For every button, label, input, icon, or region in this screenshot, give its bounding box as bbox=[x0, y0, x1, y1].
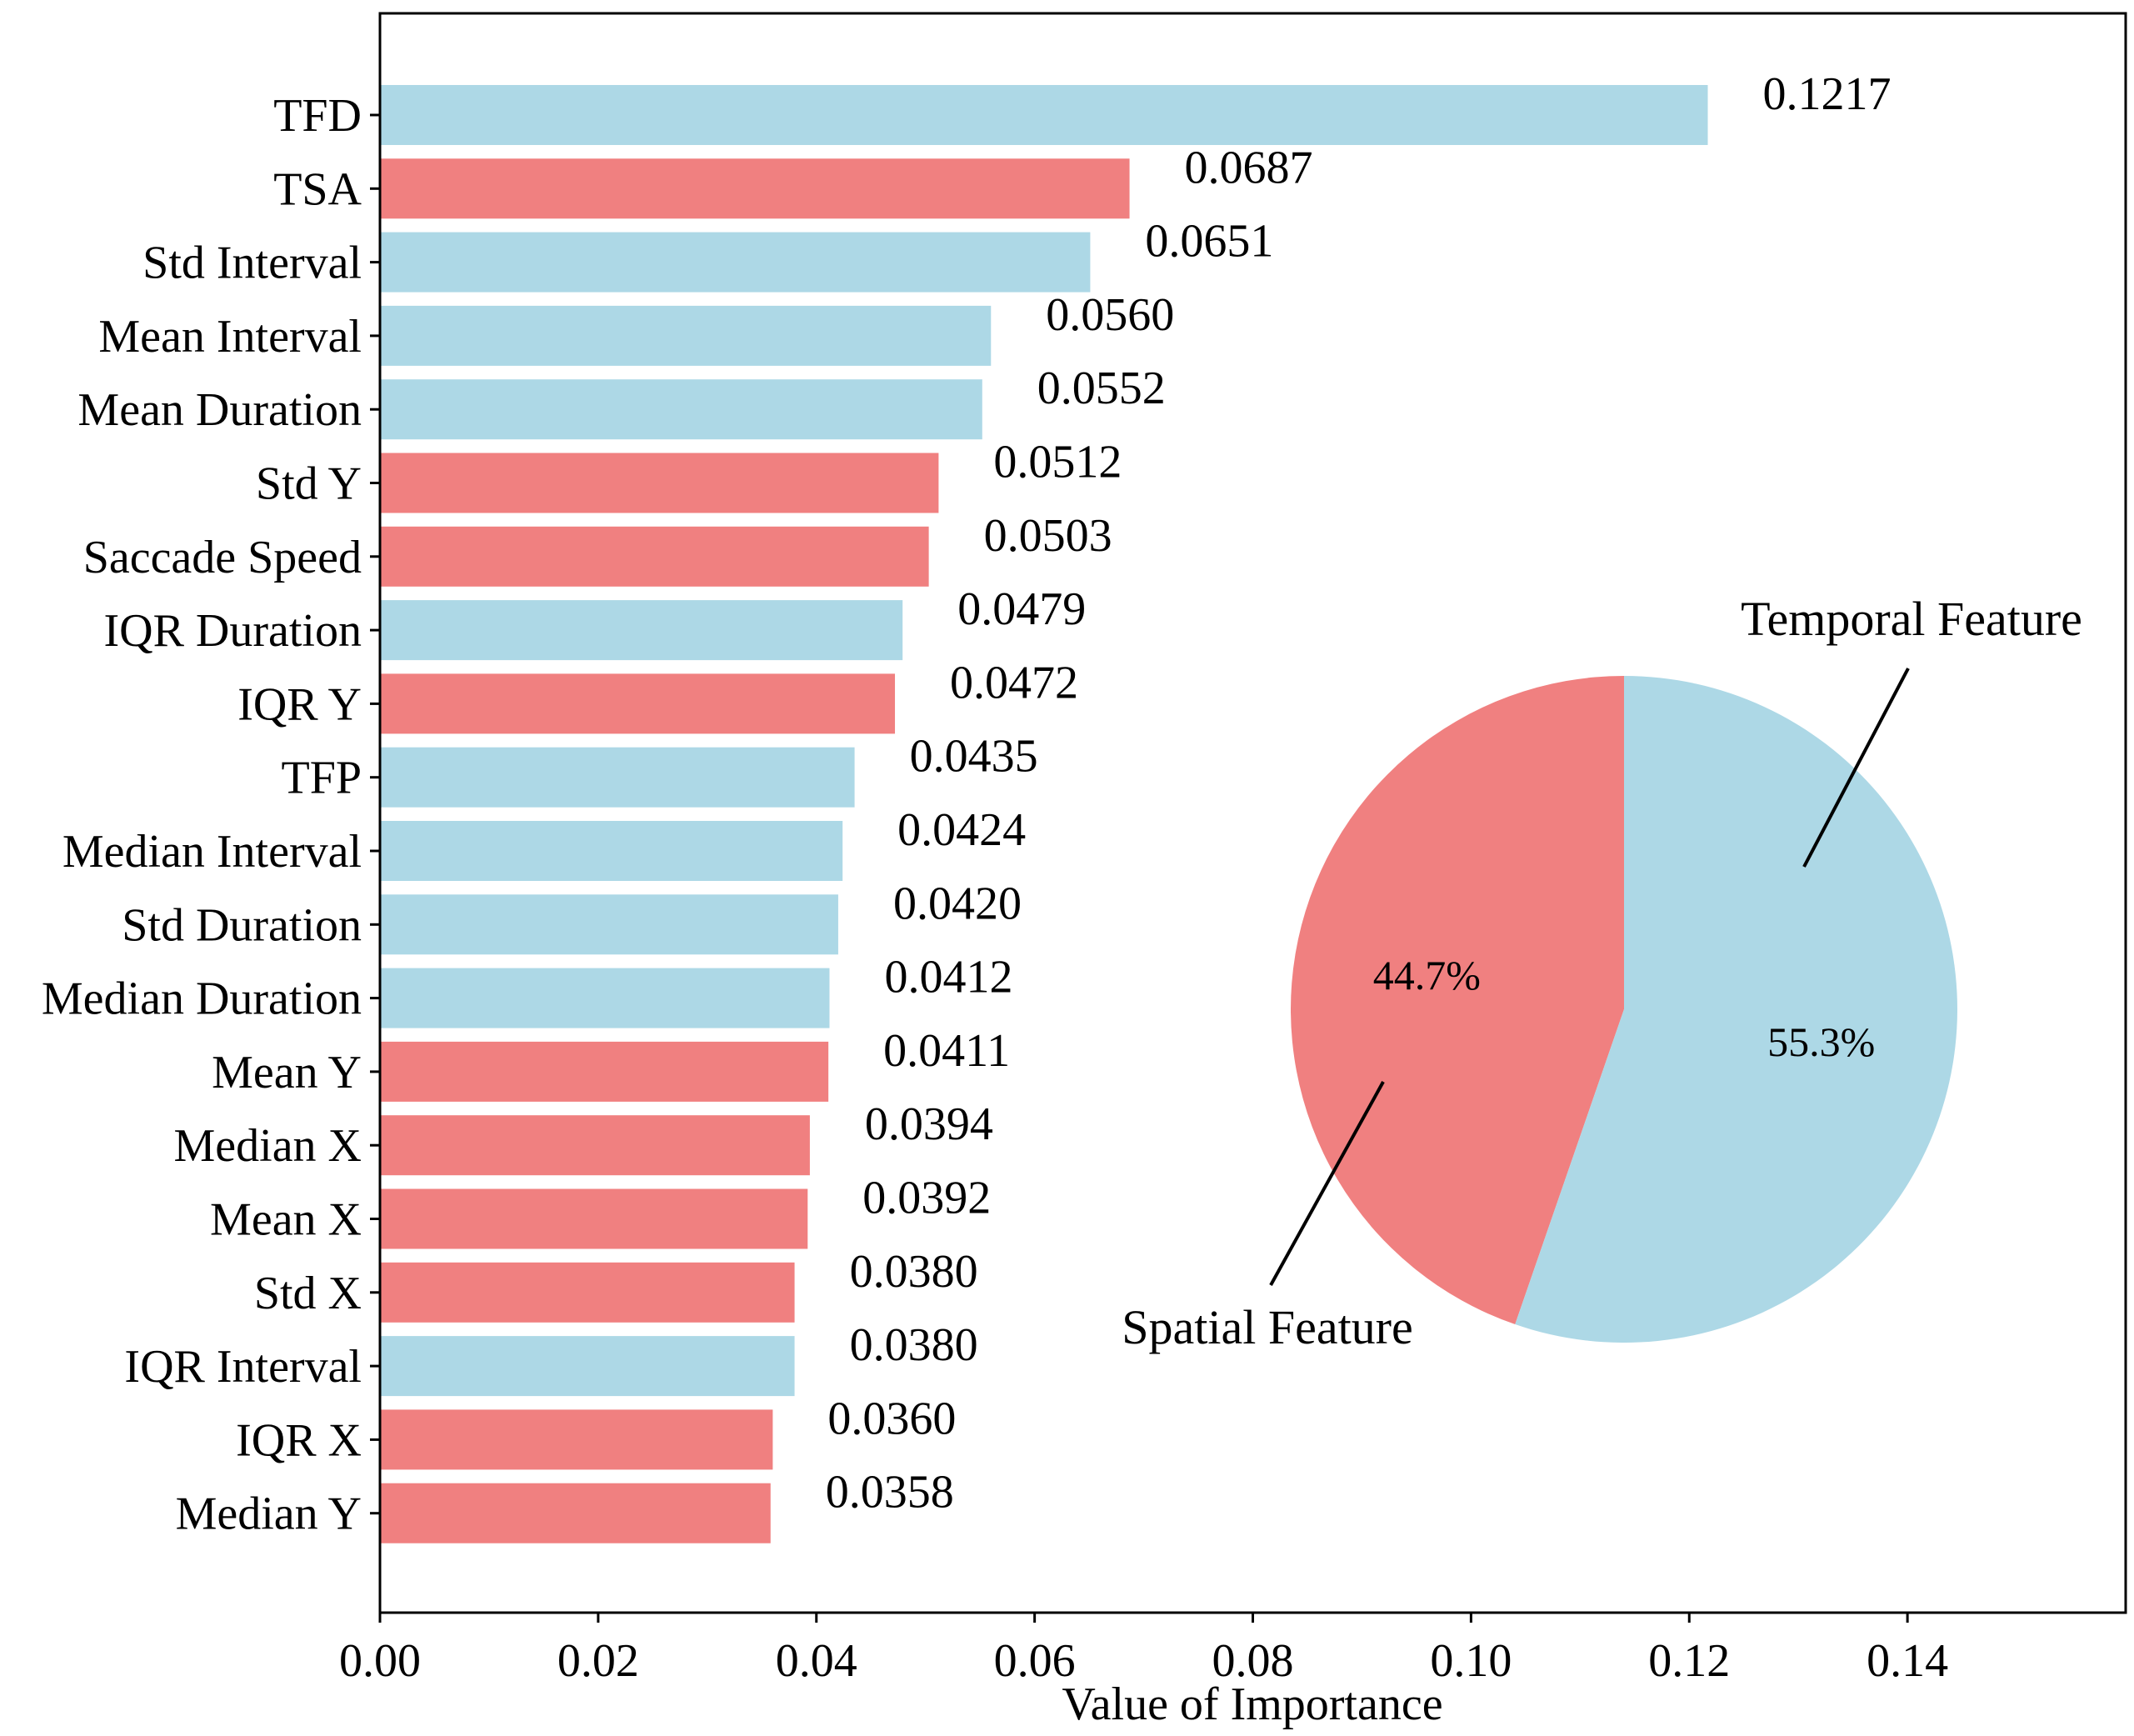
x-tick-label: 0.04 bbox=[776, 1635, 857, 1687]
y-tick-label-tfd: TFD bbox=[273, 90, 362, 142]
bar-tsa bbox=[380, 158, 1130, 219]
bar-std-x bbox=[380, 1262, 795, 1323]
value-label-median-x: 0.0394 bbox=[865, 1098, 993, 1150]
pie-callout-line-spatial-feature bbox=[1269, 1081, 1385, 1286]
bar-tfp bbox=[380, 747, 855, 808]
x-tick-label: 0.10 bbox=[1430, 1635, 1512, 1687]
bar-iqr-duration bbox=[380, 600, 903, 661]
value-label-tfp: 0.0435 bbox=[910, 731, 1038, 783]
y-tick-label-std-x: Std X bbox=[254, 1268, 362, 1319]
pie-callout-line-temporal-feature bbox=[1802, 668, 1910, 868]
value-label-mean-interval: 0.0560 bbox=[1046, 289, 1174, 341]
y-tick-label-mean-x: Mean X bbox=[210, 1194, 362, 1246]
value-label-tfd: 0.1217 bbox=[1763, 68, 1892, 120]
x-tick-label: 0.12 bbox=[1648, 1635, 1730, 1687]
pie-category-label-spatial-feature: Spatial Feature bbox=[1122, 1300, 1413, 1354]
y-axis-labels: TFD TSA Std Interval Mean Interval Mean Dura… bbox=[42, 90, 380, 1540]
bar-iqr-interval bbox=[380, 1336, 795, 1397]
value-label-std-y: 0.0512 bbox=[993, 437, 1122, 488]
value-label-median-y: 0.0358 bbox=[826, 1467, 954, 1518]
bar-std-y bbox=[380, 453, 939, 513]
y-tick-label-iqr-interval: IQR Interval bbox=[124, 1341, 362, 1393]
x-tick-label: 0.08 bbox=[1212, 1635, 1294, 1687]
x-tick-label: 0.14 bbox=[1867, 1635, 1948, 1687]
y-tick-label-tsa: TSA bbox=[273, 163, 362, 215]
inset-pie-chart: 44.7% 55.3% Spatial Feature Temporal Featur… bbox=[1122, 592, 2082, 1354]
value-label-std-x: 0.0380 bbox=[850, 1246, 978, 1298]
value-labels: 0.1217 0.0687 0.0651 0.0560 0.0552 0.0512 0.05… bbox=[826, 68, 1892, 1518]
bar-median-x bbox=[380, 1115, 810, 1176]
y-tick-label-iqr-y: IQR Y bbox=[237, 678, 362, 730]
bar-median-y bbox=[380, 1483, 771, 1543]
value-label-median-interval: 0.0424 bbox=[897, 804, 1026, 856]
y-tick-label-median-y: Median Y bbox=[176, 1488, 362, 1540]
x-tick-label: 0.02 bbox=[557, 1635, 639, 1687]
value-label-mean-x: 0.0392 bbox=[862, 1173, 991, 1224]
y-tick-label-mean-duration: Mean Duration bbox=[77, 384, 362, 436]
value-label-median-duration: 0.0412 bbox=[884, 952, 1012, 1003]
y-tick-label-tfp: TFP bbox=[282, 753, 362, 804]
value-label-iqr-y: 0.0472 bbox=[950, 657, 1078, 708]
bar-iqr-x bbox=[380, 1409, 773, 1470]
y-tick-label-iqr-x: IQR X bbox=[236, 1414, 362, 1466]
pie-category-label-temporal-feature: Temporal Feature bbox=[1741, 592, 2082, 646]
value-label-iqr-x: 0.0360 bbox=[827, 1393, 956, 1444]
bar-std-duration bbox=[380, 894, 838, 955]
value-label-tsa: 0.0687 bbox=[1185, 142, 1313, 193]
y-tick-label-saccade-speed: Saccade Speed bbox=[83, 532, 362, 583]
bars-layer bbox=[380, 85, 1708, 1543]
x-tick-label: 0.06 bbox=[994, 1635, 1076, 1687]
bar-median-duration bbox=[380, 968, 830, 1028]
value-label-iqr-duration: 0.0479 bbox=[957, 583, 1086, 635]
y-tick-label-iqr-duration: IQR Duration bbox=[103, 605, 362, 657]
value-label-mean-duration: 0.0552 bbox=[1037, 363, 1166, 414]
bar-std-interval bbox=[380, 232, 1091, 293]
y-tick-label-mean-y: Mean Y bbox=[212, 1047, 362, 1098]
y-tick-label-median-duration: Median Duration bbox=[42, 973, 362, 1025]
value-label-mean-y: 0.0411 bbox=[883, 1025, 1010, 1077]
value-label-saccade-speed: 0.0503 bbox=[984, 510, 1112, 562]
pie-slice-spatial-feature bbox=[1290, 676, 1624, 1325]
y-tick-label-median-interval: Median Interval bbox=[62, 826, 362, 878]
value-label-iqr-interval: 0.0380 bbox=[850, 1319, 978, 1371]
x-tick-label: 0.00 bbox=[339, 1635, 421, 1687]
bar-saccade-speed bbox=[380, 526, 929, 587]
y-tick-label-median-x: Median X bbox=[173, 1120, 362, 1172]
pie-pct-label-spatial-feature: 44.7% bbox=[1373, 952, 1481, 998]
bar-mean-x bbox=[380, 1188, 808, 1249]
bar-mean-y bbox=[380, 1041, 829, 1102]
y-tick-label-std-duration: Std Duration bbox=[122, 899, 362, 951]
bar-median-interval bbox=[380, 821, 843, 881]
y-tick-label-mean-interval: Mean Interval bbox=[98, 311, 362, 363]
x-axis-ticks: 0.00 0.02 0.04 0.06 0.08 0.10 0.12 0.14 bbox=[339, 1613, 1948, 1687]
y-tick-label-std-y: Std Y bbox=[256, 458, 362, 510]
bar-tfd bbox=[380, 85, 1708, 145]
value-label-std-duration: 0.0420 bbox=[893, 878, 1022, 929]
bar-iqr-y bbox=[380, 673, 896, 734]
bar-mean-interval bbox=[380, 305, 992, 366]
x-axis-label: Value of Importance bbox=[1062, 1678, 1442, 1730]
pie-pct-label-temporal-feature: 55.3% bbox=[1767, 1018, 1875, 1065]
pie-slice-temporal-feature bbox=[1515, 676, 1957, 1343]
y-tick-label-std-interval: Std Interval bbox=[142, 238, 362, 289]
value-label-std-interval: 0.0651 bbox=[1145, 216, 1273, 268]
bar-mean-duration bbox=[380, 379, 982, 440]
